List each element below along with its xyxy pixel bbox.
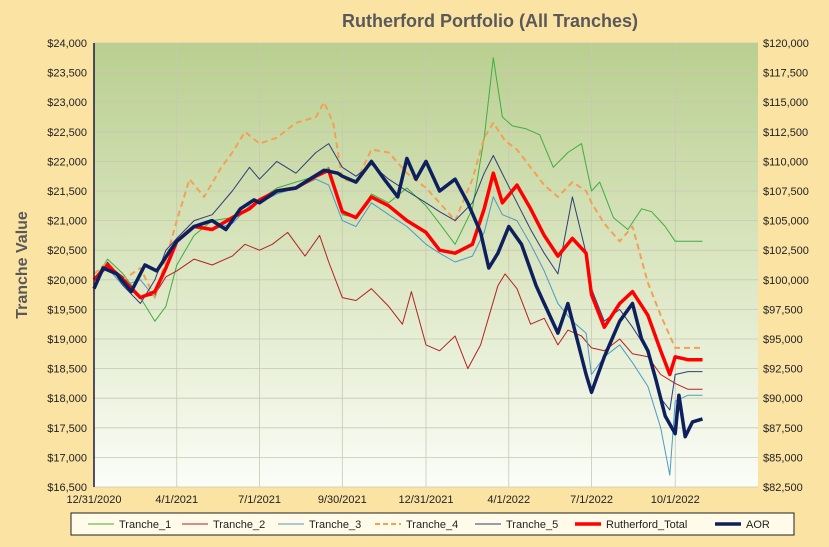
y-tick-label: $21,000 bbox=[47, 216, 87, 228]
y-tick-label: $22,000 bbox=[47, 156, 87, 168]
y-tick-label: $17,000 bbox=[47, 452, 87, 464]
y-tick-label: $24,000 bbox=[47, 38, 87, 50]
y2-tick-label: $85,000 bbox=[763, 452, 803, 464]
y-tick-label: $20,000 bbox=[47, 275, 87, 287]
legend-label: Rutherford_Total bbox=[606, 519, 687, 531]
series-line-tranche-2 bbox=[93, 231, 703, 390]
x-tick-label: 9/30/2021 bbox=[318, 494, 367, 506]
y-tick-label: $18,000 bbox=[47, 393, 87, 405]
y2-tick-label: $110,000 bbox=[763, 156, 808, 168]
y-tick-label: $21,500 bbox=[47, 186, 87, 198]
x-tick-label: 7/1/2022 bbox=[570, 494, 613, 506]
y-tick-label: $23,000 bbox=[47, 97, 87, 109]
right-axis-ticks: $82,500 $85,000 $87,500 $90,000 $92,500 $95,0… bbox=[763, 38, 809, 494]
y-tick-label: $16,500 bbox=[47, 482, 87, 494]
y2-tick-label: $82,500 bbox=[763, 482, 803, 494]
y2-tick-label: $97,500 bbox=[763, 304, 803, 316]
y2-tick-label: $95,000 bbox=[763, 334, 803, 346]
y2-tick-label: $100,000 bbox=[763, 275, 809, 287]
legend-label: AOR bbox=[746, 519, 770, 531]
legend-label: Tranche_3 bbox=[309, 519, 361, 531]
y2-tick-label: $120,000 bbox=[763, 38, 809, 50]
series-line-aor bbox=[92, 156, 704, 439]
y-tick-label: $19,500 bbox=[47, 304, 87, 316]
y2-tick-label: $102,500 bbox=[763, 245, 809, 257]
y-tick-label: $18,500 bbox=[47, 364, 87, 376]
legend: Tranche_1 Tranche_2 Tranche_3 Tranche_4 Tran… bbox=[88, 519, 770, 531]
y2-tick-label: $105,000 bbox=[763, 216, 809, 228]
series-line-tranche-5 bbox=[93, 143, 703, 411]
y-tick-label: $22,500 bbox=[47, 127, 87, 139]
legend-label: Tranche_4 bbox=[406, 519, 458, 531]
y2-tick-label: $117,500 bbox=[763, 68, 808, 80]
y2-tick-label: $112,500 bbox=[763, 127, 808, 139]
legend-label: Tranche_2 bbox=[213, 519, 265, 531]
y-tick-label: $20,500 bbox=[47, 245, 87, 257]
legend-label: Tranche_5 bbox=[506, 519, 558, 531]
y-tick-label: $23,500 bbox=[47, 68, 87, 80]
x-tick-label: 4/1/2022 bbox=[487, 494, 530, 506]
y2-tick-label: $87,500 bbox=[763, 423, 803, 435]
x-tick-label: 7/1/2021 bbox=[238, 494, 281, 506]
series-lines bbox=[92, 57, 704, 476]
gridlines bbox=[93, 42, 758, 488]
x-tick-label: 12/31/2021 bbox=[398, 494, 453, 506]
x-tick-label: 10/1/2022 bbox=[651, 494, 700, 506]
y-tick-label: $19,000 bbox=[47, 334, 87, 346]
y2-tick-label: $90,000 bbox=[763, 393, 803, 405]
y2-tick-label: $92,500 bbox=[763, 364, 803, 376]
x-tick-label: 4/1/2021 bbox=[155, 494, 198, 506]
y-axis-label: Tranche Value bbox=[14, 211, 31, 319]
series-line-tranche-1 bbox=[93, 57, 703, 322]
y2-tick-label: $115,000 bbox=[763, 97, 808, 109]
y-tick-label: $17,500 bbox=[47, 423, 87, 435]
series-line-tranche-4 bbox=[93, 101, 703, 349]
legend-box bbox=[70, 512, 795, 536]
left-axis-ticks: $16,500 $17,000 $17,500 $18,000 $18,500 $19,0… bbox=[47, 38, 87, 494]
x-axis-ticks: 12/31/2020 4/1/2021 7/1/2021 9/30/2021 12/31… bbox=[66, 494, 699, 506]
x-tick-label: 12/31/2020 bbox=[66, 494, 121, 506]
y2-tick-label: $107,500 bbox=[763, 186, 809, 198]
legend-label: Tranche_1 bbox=[119, 519, 171, 531]
chart-title: Rutherford Portfolio (All Tranches) bbox=[342, 11, 638, 31]
